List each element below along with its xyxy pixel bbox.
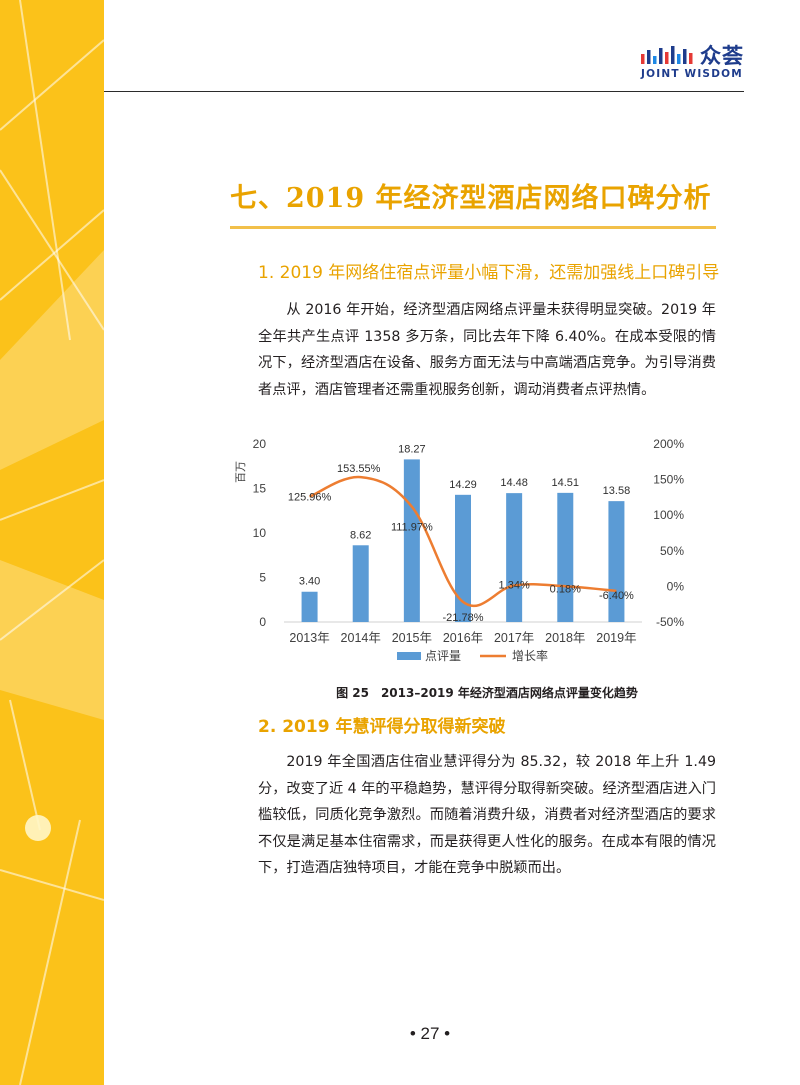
bar-value-label: 3.40 [299, 576, 320, 588]
line-value-label: 0.18% [550, 583, 581, 595]
legend-line-label: 增长率 [512, 648, 548, 663]
bar [557, 492, 574, 622]
bar [506, 493, 523, 622]
section-title: 1. 2019 年网络住宿点评量小幅下滑，还需加强线上口碑引导 [258, 263, 720, 283]
line-value-label: 125.96% [288, 492, 332, 504]
x-tick-label: 2013年 [289, 631, 329, 645]
bar-value-label: 13.58 [603, 485, 631, 497]
y-right-tick-label: 50% [660, 544, 684, 558]
y-right-tick-label: 200% [653, 437, 684, 451]
line-value-label: 111.97% [391, 522, 433, 534]
review-volume-chart: 0 5 10 15 20 百万 -50% 0% 50% 100% 150% 200% 3.40 8.62 1… [235, 437, 685, 663]
decorative-side-band [0, 0, 104, 1085]
joint-wisdom-logo-icon [641, 46, 693, 64]
brand-english: JOINT WISDOM [641, 68, 743, 80]
bar-value-label: 8.62 [350, 529, 371, 541]
x-tick-label: 2015年 [392, 631, 432, 645]
brand-name: 众荟 [700, 44, 744, 68]
line-value-label: -21.78% [443, 612, 484, 624]
line-value-label: 1.34% [499, 579, 530, 591]
bar [352, 545, 369, 622]
section-title: 2. 2019 年慧评得分取得新突破 [258, 717, 506, 737]
y-left-axis-label: 百万 [235, 461, 247, 483]
y-right-tick-label: 100% [653, 508, 684, 522]
bar [608, 501, 625, 622]
bar-value-label: 18.27 [398, 443, 426, 455]
decorative-pattern [0, 0, 104, 1085]
highlight-dot-icon [25, 815, 51, 841]
bar [455, 494, 471, 622]
y-left-tick-label: 20 [253, 437, 267, 451]
line-value-label: -6.40% [599, 590, 634, 602]
growth-rate-line [309, 475, 617, 608]
section-paragraph: 从 2016 年开始，经济型酒店网络点评量未获得明显突破。2019 年全年共产生… [258, 302, 716, 398]
y-right-tick-label: -50% [656, 615, 684, 629]
bar-value-label: 14.29 [449, 479, 477, 491]
legend-bar-label: 点评量 [425, 649, 461, 663]
legend-bar-swatch [397, 652, 421, 660]
y-left-tick-label: 10 [253, 526, 267, 540]
bar [301, 591, 318, 622]
header-divider [104, 91, 744, 92]
x-tick-label: 2018年 [545, 631, 585, 645]
x-tick-label: 2014年 [341, 631, 381, 645]
bar-value-label: 14.48 [500, 477, 528, 489]
page-number: • 27 • [409, 1024, 451, 1043]
x-tick-label: 2017年 [494, 631, 534, 645]
figure-caption: 图 25 2013–2019 年经济型酒店网络点评量变化趋势 [336, 686, 638, 700]
x-tick-label: 2019年 [596, 631, 636, 645]
y-left-tick-label: 0 [259, 615, 266, 629]
y-right-tick-label: 150% [653, 473, 684, 487]
y-left-tick-label: 15 [253, 482, 267, 496]
section-paragraph: 2019 年全国酒店住宿业慧评得分为 85.32，较 2018 年上升 1.49… [258, 754, 716, 876]
chapter-title: 七、2019 年经济型酒店网络口碑分析 [230, 183, 712, 214]
bar [403, 459, 420, 622]
chapter-underline [230, 226, 716, 229]
line-value-label: 153.55% [337, 463, 381, 475]
x-tick-label: 2016年 [443, 631, 483, 645]
y-right-tick-label: 0% [667, 579, 685, 593]
bar-value-label: 14.51 [552, 477, 580, 489]
y-left-tick-label: 5 [259, 571, 266, 585]
